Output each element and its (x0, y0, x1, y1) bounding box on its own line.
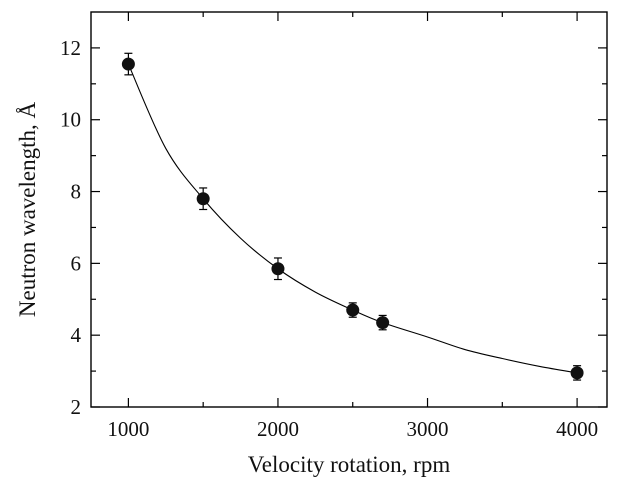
x-tick-label: 1000 (107, 417, 149, 441)
data-point (271, 257, 285, 281)
data-marker (570, 366, 584, 380)
y-axis-label: Neutron wavelength, Å (15, 101, 40, 317)
plot-axes (90, 11, 608, 408)
axis-tick-labels: 1000 2000 3000 4000 2 4 6 8 10 12 (60, 36, 598, 441)
data-marker (196, 192, 210, 206)
x-tick-label: 2000 (257, 417, 299, 441)
x-tick-label: 4000 (556, 417, 598, 441)
data-point (570, 365, 584, 381)
fit-curve (127, 63, 578, 374)
data-point (346, 302, 360, 318)
data-marker (271, 262, 285, 276)
axis-ticks (91, 12, 607, 408)
data-points (121, 52, 584, 381)
y-tick-label: 10 (60, 108, 81, 132)
y-tick-label: 4 (71, 323, 82, 347)
y-tick-label: 12 (60, 36, 81, 60)
data-point (376, 314, 390, 331)
y-tick-label: 8 (71, 180, 82, 204)
x-tick-label: 3000 (407, 417, 449, 441)
plot-frame (90, 11, 608, 408)
data-marker (346, 303, 360, 317)
data-point (196, 187, 210, 211)
x-axis-label: Velocity rotation, rpm (248, 452, 451, 477)
y-tick-label: 6 (71, 251, 82, 275)
data-marker (121, 57, 135, 71)
y-tick-label: 2 (71, 395, 82, 419)
data-point (121, 52, 135, 76)
data-marker (376, 316, 390, 330)
